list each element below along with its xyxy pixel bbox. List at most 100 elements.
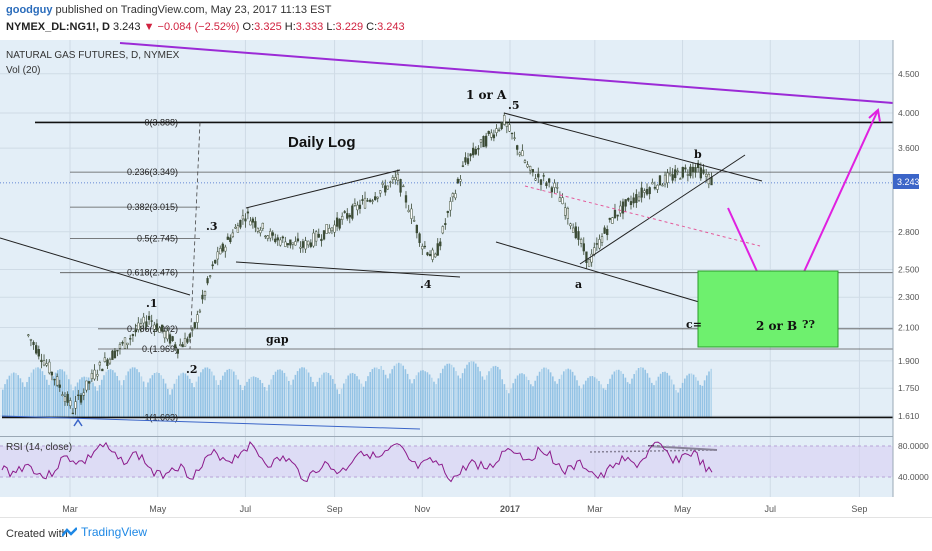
- volume-bar: [514, 378, 517, 417]
- price-chart[interactable]: 0(3.888) 0.236(3.349) 0.382(3.015) 0.5(2.74…: [0, 40, 932, 517]
- candle-body: [472, 147, 475, 156]
- candle-body: [516, 145, 519, 150]
- candle-body: [651, 182, 654, 185]
- candle-body: [663, 174, 667, 185]
- rsi-indicator-label[interactable]: RSI (14, close): [6, 442, 72, 453]
- x-tick-label: Jul: [765, 504, 777, 514]
- tradingview-logo-icon: [61, 526, 78, 538]
- wave-2-label: .2: [186, 363, 197, 376]
- candle-body: [466, 158, 470, 164]
- candle-body: [113, 350, 117, 359]
- volume-bar: [30, 372, 33, 417]
- candle-body: [291, 242, 295, 245]
- volume-bar: [497, 366, 499, 417]
- volume-bar: [171, 389, 173, 417]
- volume-bar: [503, 384, 506, 417]
- volume-bar: [384, 374, 387, 417]
- volume-indicator-label[interactable]: Vol (20): [6, 65, 40, 76]
- volume-bar: [76, 382, 79, 417]
- volume-bar: [94, 386, 96, 417]
- volume-bar: [600, 384, 602, 417]
- candle-body: [446, 211, 449, 213]
- volume-bar: [312, 381, 314, 417]
- volume-bar: [277, 369, 279, 417]
- candle-body: [587, 259, 591, 267]
- volume-bar: [307, 372, 310, 417]
- volume-bar: [193, 387, 195, 417]
- candle-body: [464, 157, 467, 163]
- volume-bar: [87, 377, 90, 417]
- volume-bar: [329, 375, 332, 417]
- volume-bar: [35, 367, 37, 417]
- volume-bar: [226, 369, 228, 417]
- volume-bar: [323, 372, 325, 417]
- volume-bar: [532, 386, 534, 417]
- volume-bar: [666, 372, 668, 417]
- candle-body: [356, 204, 359, 211]
- candle-body: [537, 173, 540, 178]
- last-price-tag-text: 3.243: [897, 177, 920, 187]
- instrument-label: NATURAL GAS FUTURES, D, NYMEX: [6, 50, 180, 61]
- candle-body: [479, 139, 483, 143]
- volume-bar: [127, 371, 129, 417]
- candle-body: [118, 344, 122, 349]
- c-equals-label: c=: [686, 318, 702, 331]
- volume-bar: [257, 377, 259, 417]
- tradingview-brand[interactable]: TradingView: [61, 525, 147, 539]
- candle-body: [106, 359, 109, 366]
- volume-bar: [296, 371, 299, 417]
- volume-bar: [618, 369, 620, 417]
- candle-body: [166, 330, 169, 340]
- volume-bar: [369, 372, 371, 417]
- candle-body: [343, 211, 346, 213]
- candle-body: [689, 166, 692, 177]
- volume-bar: [184, 373, 187, 417]
- volume-bar: [4, 384, 6, 417]
- target-zone-box[interactable]: [697, 270, 839, 348]
- candle-body: [381, 182, 384, 185]
- volume-bar: [2, 389, 4, 417]
- volume-bar: [631, 378, 633, 417]
- volume-bar: [499, 369, 501, 417]
- volume-bar: [450, 364, 453, 417]
- candle-body: [183, 338, 187, 347]
- volume-bar: [477, 366, 479, 417]
- volume-bar: [213, 375, 215, 417]
- author-link[interactable]: goodguy: [6, 4, 53, 16]
- volume-bar: [134, 367, 136, 417]
- price-change: −0.084 (−2.52%): [157, 21, 240, 33]
- candle-body: [648, 187, 651, 195]
- candle-body: [484, 135, 488, 147]
- volume-bar: [112, 370, 114, 417]
- volume-bar: [270, 379, 272, 417]
- candle-body: [322, 230, 326, 240]
- volume-bar: [290, 384, 292, 417]
- volume-bar: [283, 372, 286, 417]
- footer: Created with TradingView: [0, 517, 932, 551]
- volume-bar: [145, 387, 147, 417]
- fib-anchor-line: [189, 122, 201, 349]
- symbol-name[interactable]: NYMEX_DL:NG1!, D: [6, 21, 110, 33]
- rsi-level-label: 40.0000: [898, 472, 929, 482]
- volume-bar: [237, 379, 239, 417]
- volume-bar: [288, 380, 290, 417]
- volume-bar: [400, 363, 402, 417]
- fib-level-label: 0.236(3.349): [127, 167, 178, 177]
- candle-body: [643, 190, 646, 193]
- candle-body: [508, 124, 511, 132]
- y-tick-label: 1.610: [898, 411, 920, 421]
- volume-bar: [178, 375, 180, 417]
- candle-body: [523, 160, 527, 163]
- volume-bar: [244, 385, 246, 417]
- candle-body: [681, 167, 684, 178]
- rising-wedge-line: [579, 154, 746, 265]
- long-trendline: [119, 42, 894, 104]
- candle-body: [547, 178, 551, 183]
- volume-bar: [92, 382, 94, 417]
- wave-b-label: b: [694, 148, 702, 161]
- candle-body: [338, 218, 341, 229]
- volume-bar: [98, 385, 101, 417]
- candle-body: [497, 129, 501, 132]
- candle-body: [266, 235, 269, 239]
- volume-bar: [402, 365, 404, 417]
